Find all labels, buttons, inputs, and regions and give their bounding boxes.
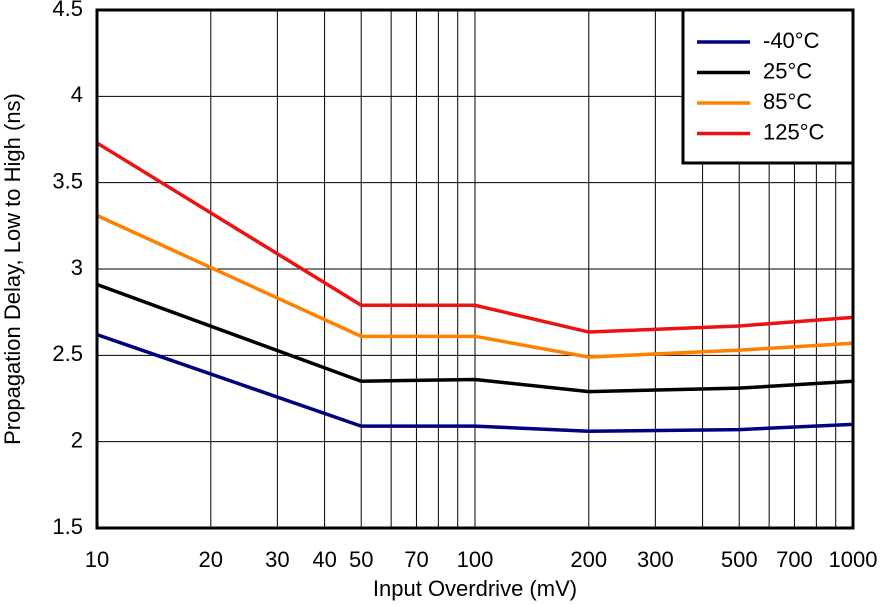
legend-box — [681, 8, 855, 165]
series-line — [96, 213, 854, 359]
y-tick-label: 4.5 — [52, 0, 83, 21]
y-tick-label: 2 — [71, 427, 83, 452]
y-tick-label: 2.5 — [52, 341, 83, 366]
x-axis-label: Input Overdrive (mV) — [373, 576, 577, 601]
y-tick-label: 3 — [71, 255, 83, 280]
legend-label: 125°C — [763, 119, 825, 144]
x-tick-label: 20 — [199, 547, 223, 572]
x-tick-label: 200 — [570, 547, 607, 572]
y-tick-label: 3.5 — [52, 168, 83, 193]
x-tick-label: 50 — [349, 547, 373, 572]
plot-border — [95, 8, 855, 530]
y-tick-label: 1.5 — [52, 514, 83, 539]
y-axis-label: Propagation Delay, Low to High (ns) — [0, 93, 25, 445]
series-line — [96, 332, 854, 434]
x-tick-label: 100 — [457, 547, 494, 572]
series-line — [96, 282, 854, 394]
y-tick-label: 4 — [71, 82, 83, 107]
x-tick-label: 500 — [721, 547, 758, 572]
x-tick-label: 1000 — [829, 547, 878, 572]
legend-label: 85°C — [763, 89, 812, 114]
x-tick-label: 40 — [312, 547, 336, 572]
x-tick-label: 30 — [265, 547, 289, 572]
x-tick-label: 700 — [776, 547, 813, 572]
x-tick-label: 70 — [404, 547, 428, 572]
legend-label: 25°C — [763, 58, 812, 83]
series-line — [96, 141, 854, 334]
x-tick-label: 10 — [85, 547, 109, 572]
legend-label: -40°C — [763, 28, 820, 53]
x-tick-label: 300 — [637, 547, 674, 572]
